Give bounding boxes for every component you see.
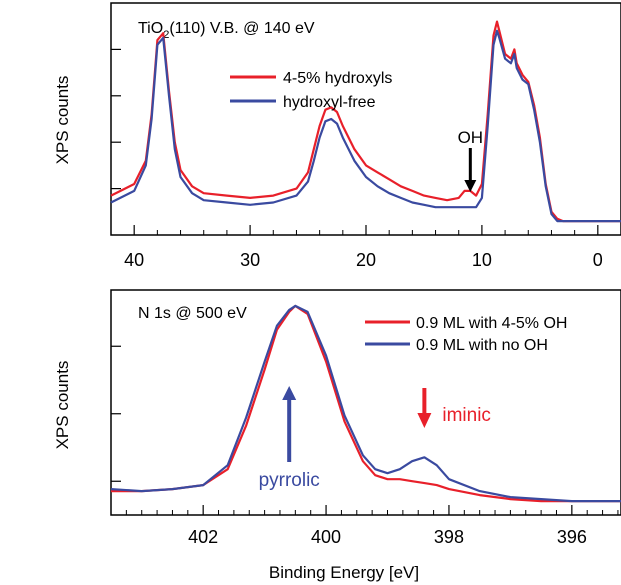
panel-n1s: N 1s @ 500 eV XPS counts Binding Energy … xyxy=(53,289,621,582)
x-tick-label: 30 xyxy=(240,250,260,270)
x-tick-label: 400 xyxy=(311,527,341,547)
y-ticks-bottom xyxy=(111,345,121,482)
annotation-arrow-head xyxy=(464,180,477,192)
panel-valence-band: TiO2(110) V.B. @ 140 eV XPS counts 40 30 2… xyxy=(53,2,621,270)
plot-frame-top xyxy=(110,2,621,236)
series-line-red xyxy=(111,304,621,503)
series-line-blue xyxy=(110,29,621,223)
legend-label-with-oh: 0.9 ML with 4-5% OH xyxy=(416,315,567,332)
y-axis-label-top: XPS counts xyxy=(53,76,72,165)
legend-label-no-oh: 0.9 ML with no OH xyxy=(416,337,548,354)
x-axis-label-bottom: Binding Energy [eV] xyxy=(269,563,419,582)
annotation-label: pyrrolic xyxy=(259,470,320,491)
y-axis-label-bottom: XPS counts xyxy=(53,361,72,450)
panel-title-top: TiO2(110) V.B. @ 140 eV xyxy=(138,20,315,41)
legend-bottom: 0.9 ML with 4-5% OH 0.9 ML with no OH xyxy=(365,315,567,354)
x-ticks-top: 40 30 20 10 0 xyxy=(110,225,621,270)
panel-title-bottom: N 1s @ 500 eV xyxy=(138,305,247,322)
series-group-top xyxy=(110,20,621,223)
x-ticks-bottom: 402 400 398 396 xyxy=(110,505,619,547)
annotations-top: OH xyxy=(458,128,484,192)
annotation-label: OH xyxy=(458,128,484,147)
x-tick-label: 10 xyxy=(472,250,492,270)
y-ticks-top xyxy=(111,48,121,190)
x-tick-label: 402 xyxy=(188,527,218,547)
annotation-arrow-head xyxy=(417,413,432,428)
legend-label-hydroxyl-free: hydroxyl-free xyxy=(283,94,376,111)
plot-frame-bottom xyxy=(110,289,621,516)
x-tick-label: 40 xyxy=(124,250,144,270)
series-line-red xyxy=(110,20,621,223)
series-line-blue xyxy=(110,304,621,503)
legend-top: 4-5% hydroxyls hydroxyl-free xyxy=(230,70,392,111)
series-group-bottom xyxy=(110,304,621,503)
annotation-label: iminic xyxy=(442,405,491,426)
x-tick-label: 398 xyxy=(434,527,464,547)
x-tick-label: 20 xyxy=(356,250,376,270)
legend-label-hydroxyls: 4-5% hydroxyls xyxy=(283,70,392,87)
x-tick-label: 0 xyxy=(593,250,603,270)
annotation-arrow-head xyxy=(282,386,297,400)
x-tick-label: 396 xyxy=(557,527,587,547)
annotations-bottom: pyrrolic iminic xyxy=(259,386,491,491)
